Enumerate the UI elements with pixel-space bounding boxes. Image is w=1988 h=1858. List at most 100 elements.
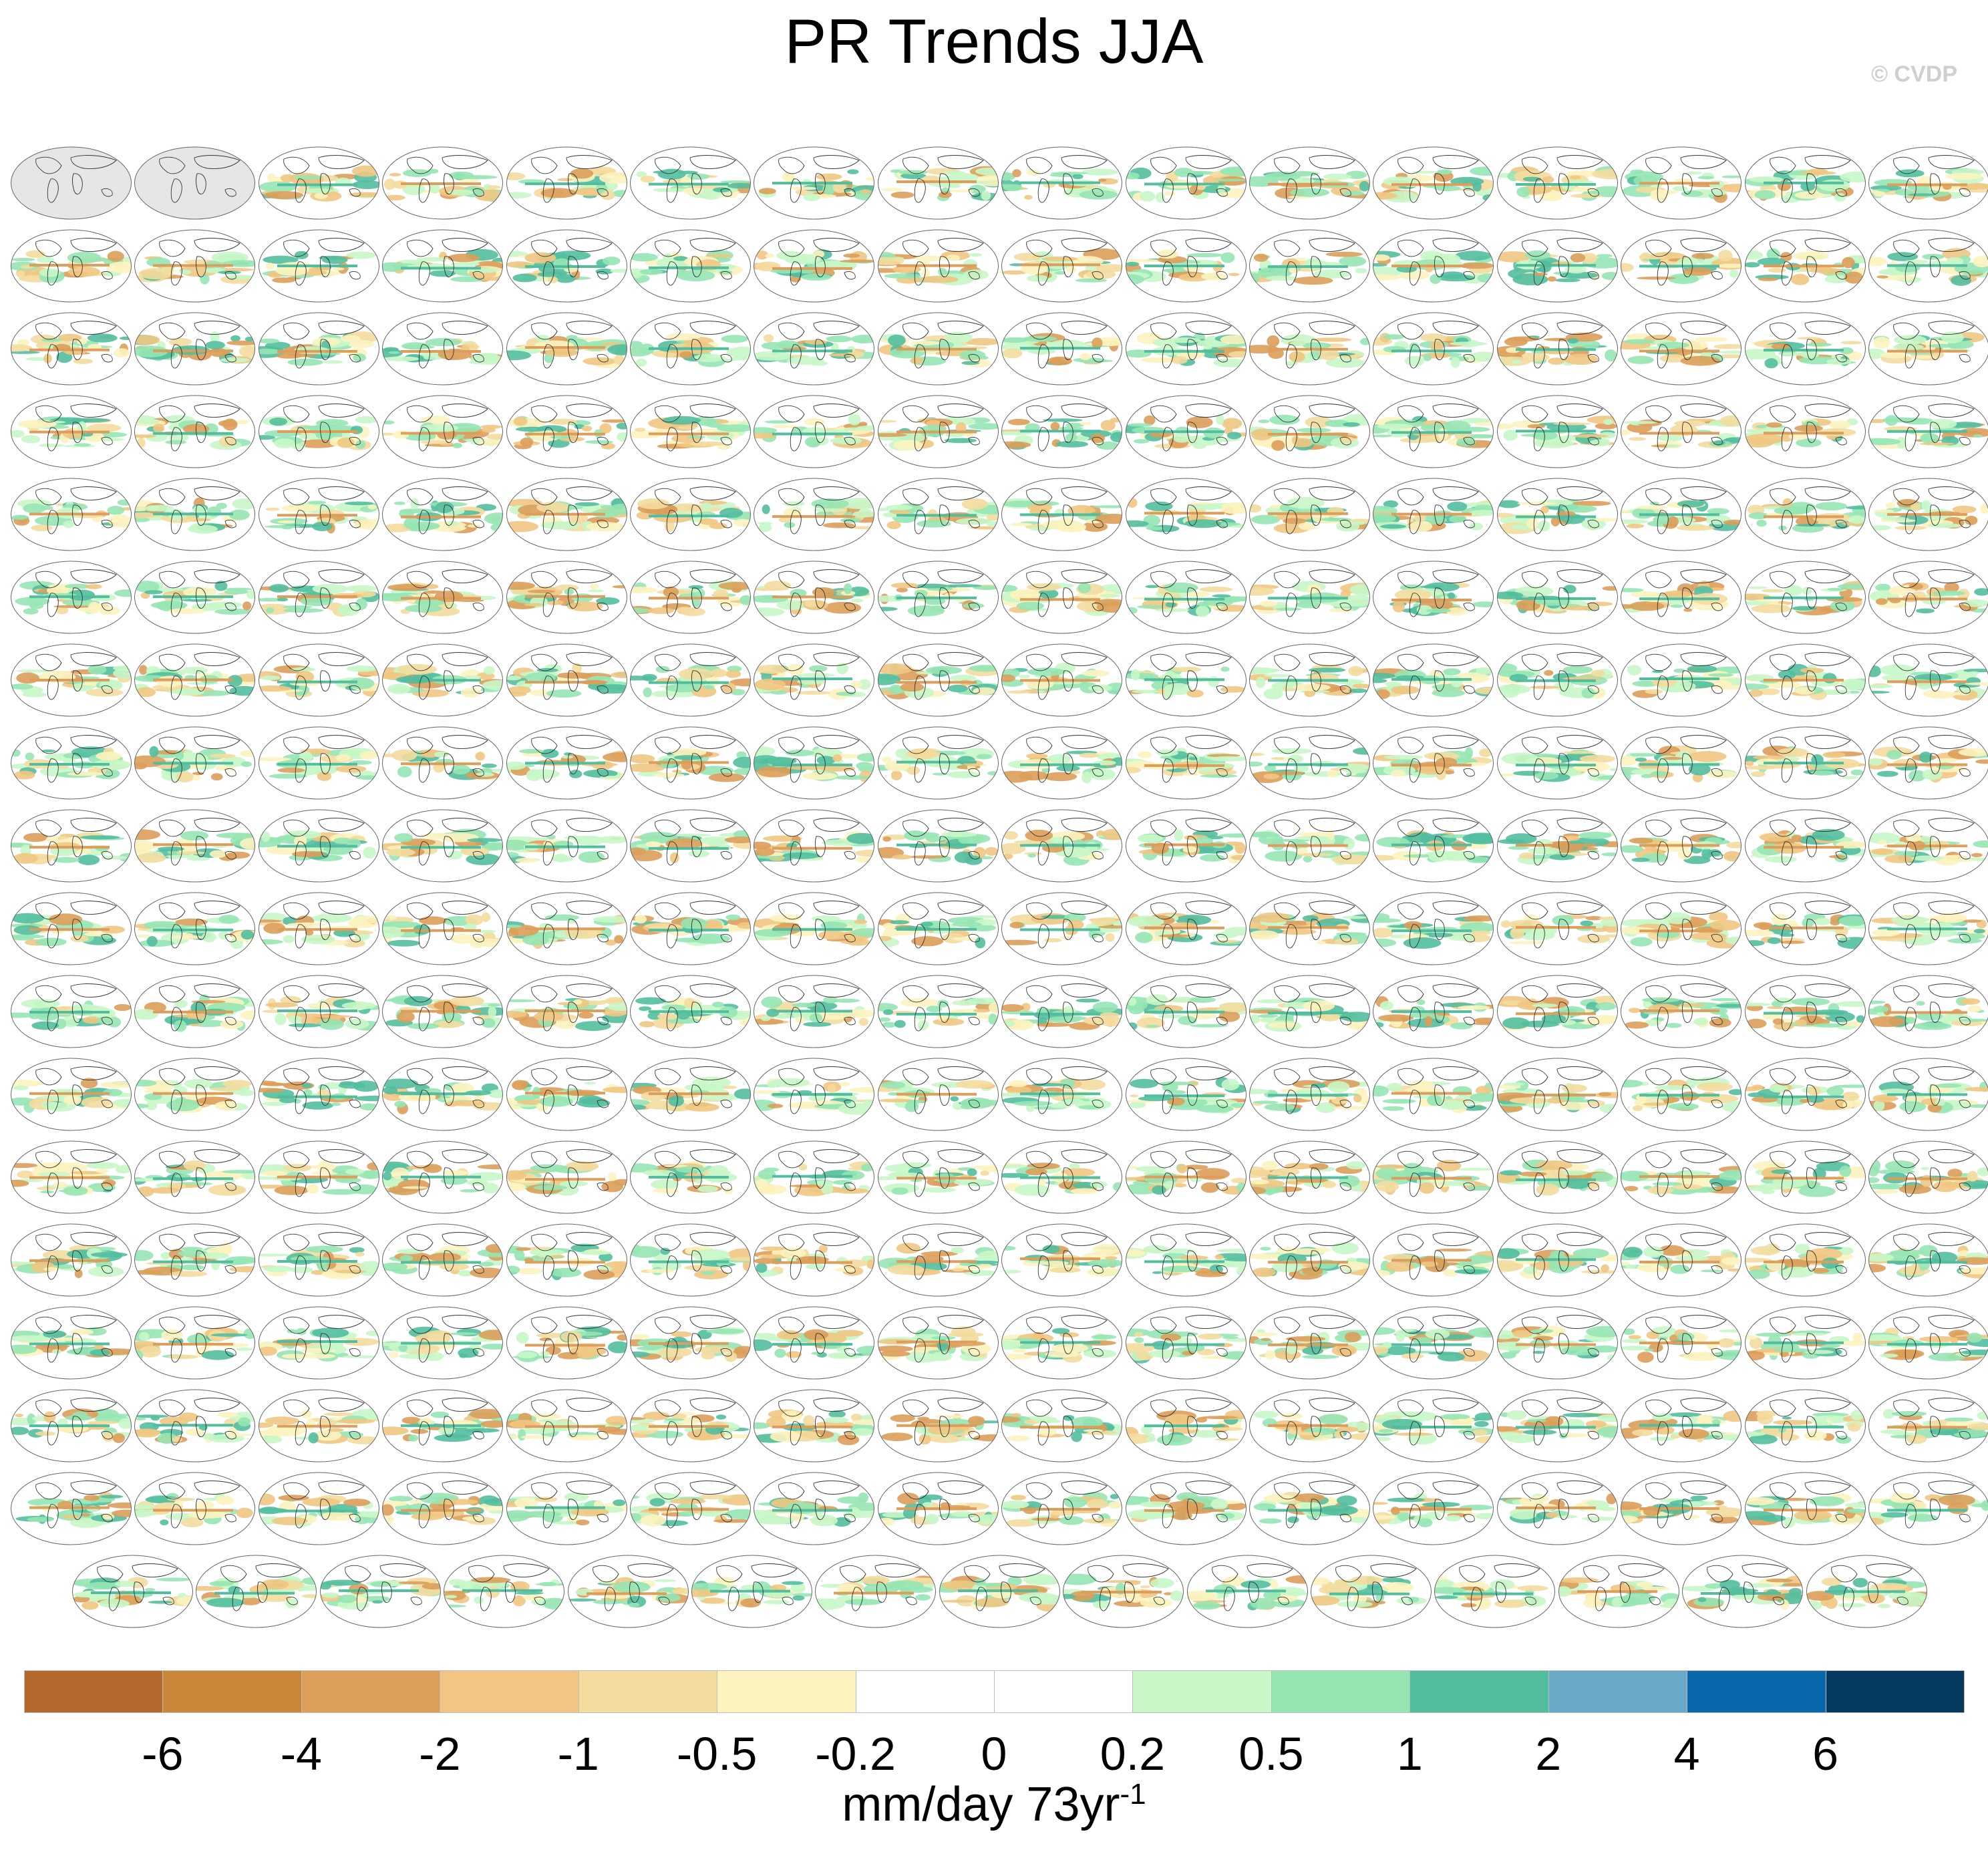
trend-anomaly-patch: [425, 337, 462, 347]
trend-anomaly-patch: [1231, 507, 1240, 514]
continent-outline: [1781, 344, 1793, 369]
itcz-trend-band: [277, 595, 357, 599]
continent-outline: [1434, 173, 1446, 194]
trend-anomaly-patch: [535, 335, 550, 343]
continent-outline: [1339, 353, 1351, 363]
trend-anomaly-patch: [312, 583, 348, 594]
itcz-trend-band: [29, 512, 110, 516]
continent-outline: [689, 404, 736, 418]
trend-anomaly-patch: [423, 584, 439, 589]
trend-map-panel: [381, 132, 504, 226]
trend-anomaly-patch: [639, 269, 663, 275]
trend-anomaly-patch: [1475, 504, 1493, 511]
continent-outline: [844, 353, 856, 363]
continent-outline: [1162, 178, 1174, 203]
trend-anomaly-patch: [1745, 601, 1770, 606]
continent-outline: [815, 753, 826, 774]
continent-outline: [444, 504, 454, 526]
continent-outline: [1657, 178, 1669, 203]
trend-anomaly-patch: [756, 251, 769, 260]
itcz-trend-band: [524, 762, 605, 765]
continent-outline: [1026, 736, 1053, 754]
trend-anomaly-patch: [1745, 683, 1769, 690]
continent-outline: [1806, 173, 1817, 194]
trend-anomaly-patch: [23, 608, 39, 615]
trend-anomaly-patch: [764, 420, 794, 424]
trend-anomaly-patch: [1657, 341, 1690, 349]
trend-anomaly-patch: [1405, 355, 1425, 367]
map-border: [1868, 312, 1988, 385]
map-border: [1744, 726, 1866, 800]
continent-outline: [542, 593, 554, 617]
continent-outline: [407, 239, 434, 257]
trend-anomaly-patch: [1391, 685, 1420, 695]
continent-outline: [1061, 155, 1108, 169]
trend-anomaly-patch: [384, 194, 405, 200]
continent-outline: [70, 404, 117, 418]
trend-anomaly-patch: [1200, 774, 1238, 778]
trend-map-panel: [505, 629, 629, 723]
trend-anomaly-patch: [290, 585, 320, 592]
continent-outline: [968, 519, 980, 528]
continent-outline: [224, 188, 237, 197]
trend-anomaly-patch: [1221, 418, 1242, 430]
continent-outline: [902, 156, 929, 174]
continent-outline: [968, 188, 980, 197]
trend-anomaly-patch: [1621, 430, 1631, 436]
trend-anomaly-patch: [1188, 757, 1198, 760]
trend-anomaly-patch: [1259, 601, 1278, 607]
trend-map-panel: [1124, 381, 1248, 474]
itcz-trend-band: [401, 597, 482, 600]
trend-anomaly-patch: [947, 184, 960, 188]
itcz-trend-band: [649, 681, 729, 684]
trend-anomaly-patch: [1082, 168, 1119, 176]
map-border: [1744, 229, 1866, 303]
trend-anomaly-patch: [16, 271, 25, 277]
continent-outline: [1835, 519, 1847, 528]
continent-outline: [1521, 736, 1548, 754]
trend-anomaly-patch: [259, 435, 275, 440]
continent-outline: [1587, 768, 1599, 777]
continent-outline: [1806, 339, 1817, 360]
map-border: [1868, 561, 1988, 634]
continent-outline: [1061, 238, 1108, 252]
continent-outline: [1432, 238, 1480, 252]
trend-map-panel: [505, 298, 629, 392]
trend-anomaly-patch: [1534, 772, 1558, 780]
trend-anomaly-patch: [968, 253, 982, 257]
map-border: [1868, 395, 1988, 468]
continent-outline: [159, 736, 186, 754]
continent-outline: [318, 652, 365, 666]
continent-outline: [1930, 587, 1941, 609]
trend-anomaly-patch: [1550, 516, 1560, 526]
itcz-trend-band: [1268, 844, 1348, 847]
trend-map-panel: [9, 712, 133, 806]
continent-outline: [1835, 353, 1847, 363]
trend-anomaly-patch: [1186, 253, 1224, 258]
continent-outline: [1558, 256, 1569, 277]
trend-anomaly-patch: [430, 270, 456, 277]
map-border: [630, 561, 751, 634]
trend-anomaly-patch: [677, 269, 715, 282]
trend-anomaly-patch: [107, 261, 132, 273]
trend-map-panel: [257, 629, 381, 723]
continent-outline: [1928, 569, 1975, 583]
trend-anomaly-patch: [1548, 854, 1575, 861]
continent-outline: [1558, 504, 1569, 526]
trend-anomaly-patch: [1220, 252, 1235, 263]
itcz-trend-band: [649, 761, 729, 764]
trend-anomaly-patch: [263, 255, 299, 264]
continent-outline: [530, 571, 558, 589]
trend-anomaly-patch: [1792, 606, 1817, 611]
trend-anomaly-patch: [1919, 442, 1955, 446]
trend-anomaly-patch: [545, 347, 578, 357]
trend-anomaly-patch: [653, 188, 689, 192]
trend-anomaly-patch: [1050, 357, 1063, 365]
map-border: [506, 229, 627, 303]
trend-anomaly-patch: [907, 605, 945, 617]
trend-map-panel: [1619, 547, 1743, 640]
itcz-trend-band: [1020, 598, 1101, 601]
continent-outline: [101, 188, 113, 197]
trend-anomaly-patch: [1778, 669, 1796, 679]
trend-anomaly-patch: [586, 522, 625, 532]
